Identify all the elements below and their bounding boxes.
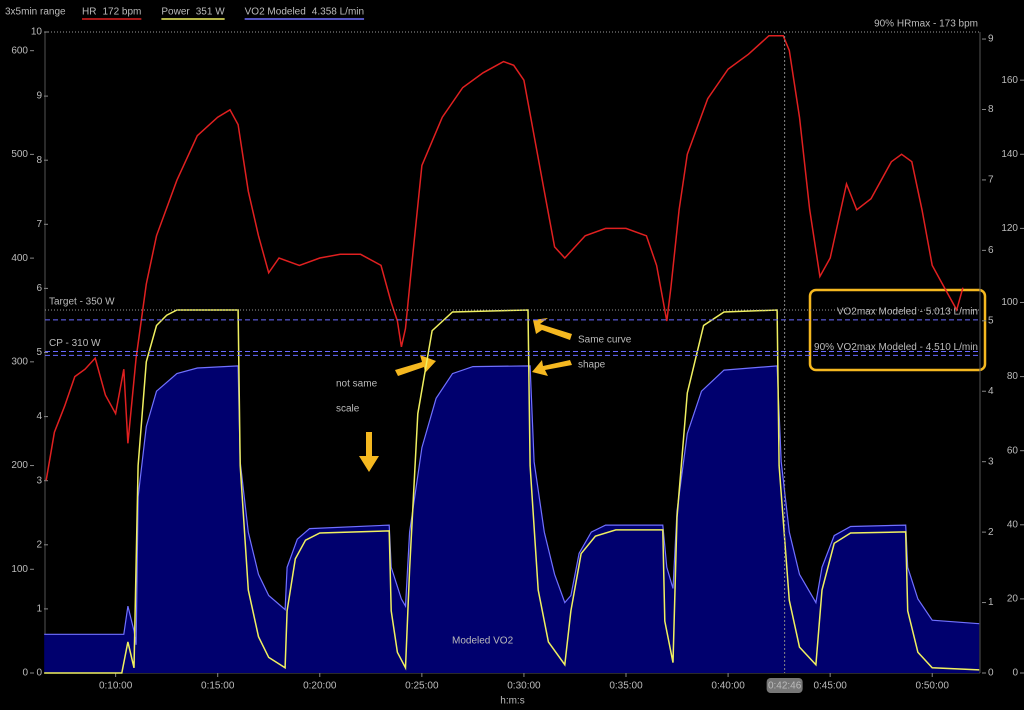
legend-name: Power (161, 7, 190, 18)
y-tick-label: 1 (988, 597, 994, 608)
y-tick-label: 500 (11, 149, 28, 160)
legend-name: VO2 Modeled (245, 7, 306, 18)
x-tick-label: 0:50:00 (916, 681, 950, 692)
annotation: shape (578, 360, 606, 371)
line (44, 309, 980, 674)
y-tick-label: 0 (22, 668, 28, 679)
arrow (533, 318, 572, 340)
x-tick-label: 0:25:00 (405, 681, 439, 692)
y-tick-label: 140 (1001, 149, 1018, 160)
y-tick-label: 6 (988, 245, 994, 256)
cursor-badge (766, 678, 803, 693)
reference-label: Target - 350 W (49, 297, 115, 308)
highlight-box (808, 288, 987, 372)
y-tick-label: 200 (11, 460, 28, 471)
y-tick-label: 1 (36, 604, 42, 615)
y-tick-label: 2 (988, 527, 994, 538)
y-tick-label: 40 (1007, 519, 1019, 530)
x-tick-label: 0:45:00 (813, 681, 847, 692)
y-tick-label: 6 (36, 283, 42, 294)
y-tick-label: 160 (1001, 75, 1018, 86)
y-tick-label: 10 (31, 27, 43, 38)
x-tick-label: 0:10:00 (99, 681, 133, 692)
y-tick-label: 8 (988, 104, 994, 115)
x-tick-label: 0:35:00 (609, 681, 643, 692)
y-tick-label: 100 (1001, 297, 1018, 308)
x-tick-label: 0:15:00 (201, 681, 235, 692)
y-tick-label: 3 (988, 456, 994, 467)
annotation: scale (336, 404, 360, 415)
y-tick-label: 2 (36, 539, 42, 550)
line (44, 365, 980, 645)
legend-name: HR (82, 7, 96, 18)
legend-readout: 4.358 L/min (312, 7, 364, 18)
x-tick-label: 0:30:00 (507, 681, 541, 692)
y-tick-label: 0 (1012, 668, 1018, 679)
x-axis-label: h:m:s (500, 696, 524, 707)
range-label: 3x5min range (5, 7, 66, 18)
y-tick-label: 7 (988, 175, 994, 186)
annotation: not same (336, 379, 378, 390)
arrow (359, 432, 379, 472)
y-tick-label: 4 (36, 411, 42, 422)
y-tick-label: 0 (988, 668, 994, 679)
reference-label: VO2max Modeled - 5.013 L/min (837, 307, 978, 318)
arrows (359, 318, 572, 472)
x-tick-label: 0:40:00 (711, 681, 745, 692)
y-tick-label: 5 (36, 347, 42, 358)
y-tick-label: 300 (11, 356, 28, 367)
y-tick-label: 80 (1007, 371, 1019, 382)
y-tick-label: 120 (1001, 223, 1018, 234)
line (45, 34, 964, 481)
reference-label: 90% VO2max Modeled - 4.510 L/min (814, 342, 978, 353)
reference-label: CP - 310 W (49, 338, 101, 349)
y-tick-label: 600 (11, 45, 28, 56)
y-tick-label: 4 (988, 386, 994, 397)
legend-readout: 172 bpm (102, 7, 141, 18)
y-tick-label: 9 (988, 34, 994, 45)
y-tick-label: 60 (1007, 445, 1019, 456)
arrow (532, 360, 572, 376)
y-tick-label: 0 (36, 668, 42, 679)
y-tick-label: 400 (11, 253, 28, 264)
y-tick-label: 100 (11, 564, 28, 575)
y-tick-label: 9 (36, 91, 42, 102)
y-tick-label: 7 (36, 219, 42, 230)
annotation: Modeled VO2 (452, 636, 514, 647)
annotation: Same curve (578, 335, 632, 346)
y-tick-label: 3 (36, 475, 42, 486)
area (44, 365, 980, 673)
legend-readout: 351 W (196, 7, 225, 18)
y-tick-label: 20 (1007, 594, 1019, 605)
cursor-label: 0:42:46 (768, 681, 802, 692)
reference-label: 90% HRmax - 173 bpm (874, 19, 978, 30)
y-tick-label: 5 (988, 315, 994, 326)
y-tick-label: 8 (36, 155, 42, 166)
x-tick-label: 0:20:00 (303, 681, 337, 692)
